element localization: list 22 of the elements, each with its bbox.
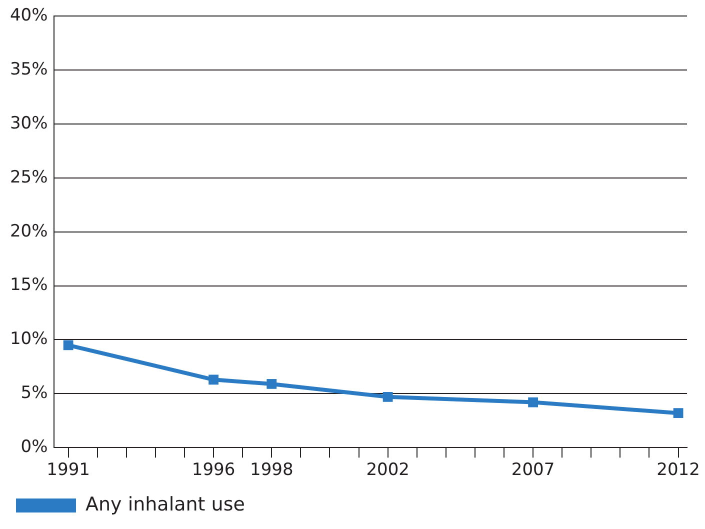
y-tick-label: 10% — [10, 329, 48, 350]
point — [63, 340, 74, 350]
point — [382, 392, 393, 402]
point — [673, 408, 684, 418]
point — [208, 374, 218, 385]
x-tick-label: 2002 — [366, 460, 410, 480]
y-tick-label: 0% — [20, 437, 48, 458]
x-tick-label: 1991 — [46, 460, 90, 480]
y-tick-label: 5% — [20, 383, 48, 404]
y-tick-label: 40% — [10, 6, 48, 26]
y-tick-label: 20% — [10, 221, 48, 242]
point — [528, 397, 538, 408]
x-tick-label: 2012 — [656, 460, 700, 480]
point — [266, 379, 277, 389]
x-tick-label: 1996 — [192, 460, 236, 480]
legend-label: Any inhalant use — [86, 493, 245, 516]
x-tick-label: 1998 — [250, 460, 294, 480]
y-tick-label: 25% — [10, 167, 48, 188]
y-tick-label: 15% — [10, 275, 48, 296]
y-tick-label: 30% — [10, 113, 48, 134]
x-tick-label: 2007 — [511, 460, 555, 480]
y-tick-label: 35% — [10, 60, 48, 80]
